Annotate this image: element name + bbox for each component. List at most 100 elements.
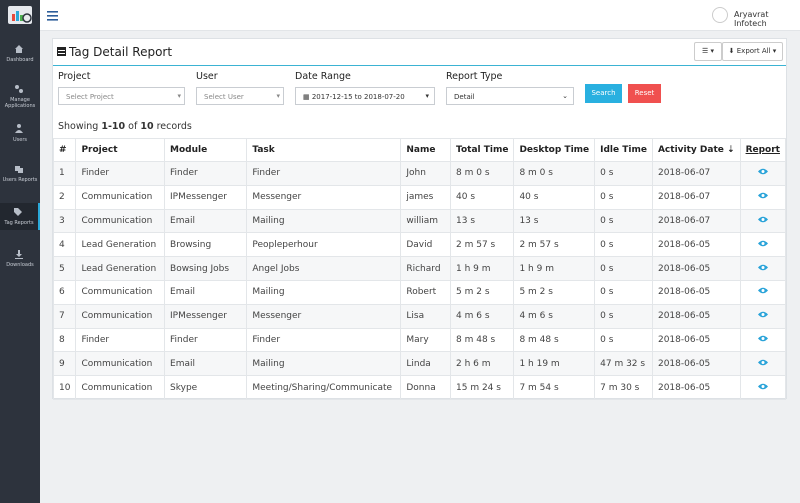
column-header[interactable]: Activity Date ⇣ bbox=[651, 138, 741, 162]
nav-item[interactable]: Dashboard bbox=[0, 40, 40, 67]
header-text[interactable]: Task bbox=[252, 145, 275, 155]
nav-icon[interactable] bbox=[13, 207, 25, 218]
column-header[interactable]: Report bbox=[739, 138, 787, 162]
table-cell: Meeting/Sharing/Communicate bbox=[246, 375, 402, 400]
report-cell bbox=[739, 256, 787, 281]
nav-icon[interactable] bbox=[14, 44, 26, 55]
header-text[interactable]: Activity Date bbox=[657, 145, 724, 155]
header-text[interactable]: Name bbox=[406, 145, 436, 155]
nav-icon[interactable] bbox=[14, 84, 26, 95]
view-icon[interactable] bbox=[757, 287, 768, 294]
table-cell: David bbox=[400, 232, 452, 258]
table-cell: Angel Jobs bbox=[246, 256, 402, 281]
column-header[interactable]: # bbox=[52, 138, 77, 162]
table-cell: 2018-06-05 bbox=[651, 303, 741, 329]
table-cell: Finder bbox=[75, 161, 166, 186]
placeholder[interactable]: Select Project bbox=[66, 93, 114, 101]
column-header[interactable]: Task bbox=[246, 138, 402, 162]
view-icon[interactable] bbox=[757, 359, 768, 366]
table-cell: 5 bbox=[52, 256, 77, 281]
column-header[interactable]: Name bbox=[400, 138, 452, 162]
view-icon[interactable] bbox=[757, 216, 768, 223]
nav-icon[interactable] bbox=[14, 124, 26, 135]
table-cell: 4 m 6 s bbox=[450, 303, 515, 329]
date-range[interactable]: ▦ 2017-12-15 to 2018-07-20 ▾ bbox=[295, 87, 435, 105]
header-text[interactable]: Project bbox=[81, 145, 118, 155]
column-header[interactable]: Project bbox=[75, 138, 166, 162]
nav-item[interactable]: Tag Reports bbox=[0, 203, 40, 230]
menu-toggle[interactable] bbox=[47, 10, 61, 22]
nav-item[interactable]: Users bbox=[0, 120, 40, 147]
column-header[interactable]: Total Time bbox=[450, 138, 515, 162]
columns-button[interactable]: ☰ ▾ bbox=[694, 42, 722, 61]
table-cell: 0 s bbox=[594, 161, 653, 186]
nav-item[interactable]: Manage Applications bbox=[0, 80, 40, 113]
column-header[interactable]: Idle Time bbox=[594, 138, 653, 162]
table-cell: 2 bbox=[52, 184, 77, 210]
filter-label: Project bbox=[58, 71, 91, 82]
placeholder[interactable]: Select User bbox=[204, 93, 244, 101]
report-table: # Project Module Task Name Total Time Desktop … bbox=[52, 138, 787, 400]
view-icon[interactable] bbox=[757, 383, 768, 390]
summary-part: Showing bbox=[58, 121, 102, 132]
table-cell: 2018-06-07 bbox=[651, 161, 741, 186]
table-cell: Email bbox=[164, 351, 248, 377]
nav-icon[interactable] bbox=[14, 249, 26, 260]
header-text[interactable]: # bbox=[59, 145, 67, 155]
view-icon[interactable] bbox=[757, 311, 768, 318]
avatar[interactable] bbox=[712, 7, 728, 23]
table-cell: 0 s bbox=[594, 256, 653, 281]
reset-button[interactable]: Reset bbox=[628, 84, 661, 103]
report-cell bbox=[739, 184, 787, 210]
table-cell: Communication bbox=[75, 375, 166, 400]
table-cell: 1 bbox=[52, 161, 77, 186]
select-value[interactable]: Detail bbox=[454, 93, 475, 101]
search-button[interactable]: Search bbox=[585, 84, 622, 103]
report-type-select[interactable]: Detail ⌄ bbox=[446, 87, 574, 105]
table-cell: 2018-06-05 bbox=[651, 232, 741, 258]
nav-item[interactable]: Users Reports bbox=[0, 160, 40, 187]
header-text[interactable]: Report bbox=[745, 145, 780, 155]
header-text[interactable]: Idle Time bbox=[600, 145, 647, 155]
table-cell: 2 m 57 s bbox=[513, 232, 596, 258]
logo bbox=[8, 6, 32, 24]
view-icon[interactable] bbox=[757, 264, 768, 271]
project-select[interactable]: Select Project ▾ bbox=[58, 87, 185, 105]
sidebar: Dashboard Manage Applications Users Users R… bbox=[0, 0, 40, 503]
table-cell: 8 m 48 s bbox=[513, 327, 596, 353]
table-cell: 2018-06-05 bbox=[651, 375, 741, 400]
view-icon[interactable] bbox=[757, 192, 768, 199]
nav-label[interactable]: Users Reports bbox=[2, 177, 38, 183]
column-header[interactable]: Desktop Time bbox=[513, 138, 596, 162]
view-icon[interactable] bbox=[757, 168, 768, 175]
view-icon[interactable] bbox=[757, 335, 768, 342]
table-row: 3 Communication Email Mailing william 13 s 13 … bbox=[52, 208, 787, 234]
table-cell: 40 s bbox=[450, 184, 515, 210]
export-button[interactable]: ⬇ Export All ▾ bbox=[722, 42, 783, 61]
table-cell: Bowsing Jobs bbox=[164, 256, 248, 281]
table-cell: 10 bbox=[52, 375, 77, 400]
nav-label[interactable]: Tag Reports bbox=[4, 220, 34, 226]
nav-icon[interactable] bbox=[14, 164, 26, 175]
header-text[interactable]: Total Time bbox=[456, 145, 509, 155]
column-header[interactable]: Module bbox=[164, 138, 248, 162]
nav-item[interactable]: Downloads bbox=[0, 245, 40, 272]
table-cell: Browsing bbox=[164, 232, 248, 258]
nav-label[interactable]: Manage Applications bbox=[4, 97, 36, 109]
header-text[interactable]: Desktop Time bbox=[519, 145, 590, 155]
date-value[interactable]: 2017-12-15 to 2018-07-20 bbox=[311, 93, 405, 101]
export-label[interactable]: Export All bbox=[736, 47, 771, 55]
nav-label[interactable]: Users bbox=[12, 137, 27, 143]
view-icon[interactable] bbox=[757, 240, 768, 247]
report-cell bbox=[739, 303, 787, 329]
header-text[interactable]: Module bbox=[170, 145, 208, 155]
table-cell: 0 s bbox=[594, 208, 653, 234]
nav-label[interactable]: Dashboard bbox=[6, 57, 34, 63]
table-cell: 0 s bbox=[594, 303, 653, 329]
report-cell bbox=[739, 279, 787, 305]
user-name[interactable]: Aryavrat Infotech bbox=[734, 10, 769, 28]
table-cell: Mailing bbox=[246, 351, 402, 377]
summary-part: 10 bbox=[140, 121, 154, 132]
user-select[interactable]: Select User ▾ bbox=[196, 87, 284, 105]
nav-label[interactable]: Downloads bbox=[6, 262, 34, 268]
